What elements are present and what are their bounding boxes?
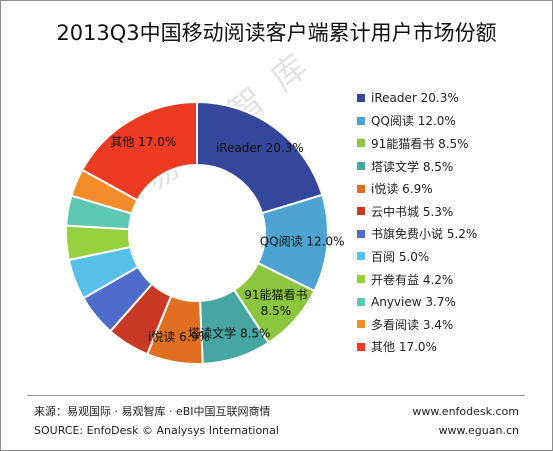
legend-label-1: QQ阅读 12.0% <box>371 114 456 129</box>
legend-label-8: 开卷有益 4.2% <box>371 272 454 287</box>
slice-label-1: QQ阅读 12.0% <box>260 235 345 249</box>
legend-label-2: 91能猫看书 8.5% <box>371 136 469 151</box>
legend-swatch-10 <box>357 320 365 329</box>
legend-label-11: 其他 17.0% <box>371 340 437 355</box>
legend-label-0: iReader 20.3% <box>371 91 459 106</box>
slice-label-4: i悦读 6.9% <box>148 330 210 344</box>
source-block: 来源：易观国际 · 易观智库 · eBI中国互联网商情 SOURCE: Enfo… <box>34 402 279 440</box>
legend-item-2: 91能猫看书 8.5% <box>357 132 477 155</box>
url-eguan: www.eguan.cn <box>438 424 519 437</box>
slice-label-11: 其他 17.0% <box>110 135 176 149</box>
url-block: www.enfodesk.com www.eguan.cn <box>412 402 519 440</box>
legend-swatch-7 <box>357 252 365 261</box>
legend: iReader 20.3% QQ阅读 12.0% 91能猫看书 8.5% 塔读文学 8… <box>357 87 477 358</box>
legend-swatch-4 <box>357 184 365 193</box>
chart-title: 2013Q3中国移动阅读客户端累计用户市场份额 <box>56 21 497 45</box>
legend-label-3: 塔读文学 8.5% <box>371 159 454 174</box>
legend-item-10: 多看阅读 3.4% <box>357 313 477 336</box>
legend-item-0: iReader 20.3% <box>357 87 477 110</box>
legend-swatch-3 <box>357 162 365 171</box>
url-enfodesk: www.enfodesk.com <box>412 405 519 418</box>
legend-item-7: 百阅 5.0% <box>357 245 477 268</box>
slice-label-3: 塔读文学 8.5% <box>188 325 270 340</box>
legend-swatch-6 <box>357 229 365 238</box>
slice-label-0: iReader 20.3% <box>216 141 304 155</box>
source-cn: 来源：易观国际 · 易观智库 · eBI中国互联网商情 <box>34 405 271 418</box>
legend-item-11: 其他 17.0% <box>357 336 477 359</box>
legend-swatch-0 <box>357 94 365 103</box>
legend-item-6: 书旗免费小说 5.2% <box>357 223 477 246</box>
legend-label-9: Anyview 3.7% <box>371 294 456 309</box>
source-en: SOURCE: EnfoDesk © Analysys Internationa… <box>34 424 279 437</box>
legend-item-4: i悦读 6.9% <box>357 177 477 200</box>
legend-item-9: Anyview 3.7% <box>357 290 477 313</box>
legend-item-1: QQ阅读 12.0% <box>357 110 477 133</box>
slice-label-2: 91能猫看书 8.5% <box>244 288 307 318</box>
legend-swatch-5 <box>357 207 365 216</box>
footer-divider <box>27 395 525 396</box>
legend-swatch-2 <box>357 139 365 148</box>
legend-swatch-8 <box>357 275 365 284</box>
legend-label-10: 多看阅读 3.4% <box>371 317 454 332</box>
legend-label-4: i悦读 6.9% <box>371 182 433 197</box>
donut-slice-0 <box>196 100 324 215</box>
legend-swatch-9 <box>357 297 365 306</box>
legend-item-5: 云中书城 5.3% <box>357 200 477 223</box>
legend-item-8: 开卷有益 4.2% <box>357 268 477 291</box>
legend-swatch-1 <box>357 116 365 125</box>
legend-label-6: 书旗免费小说 5.2% <box>371 227 478 242</box>
legend-label-7: 百阅 5.0% <box>371 249 430 264</box>
legend-label-5: 云中书城 5.3% <box>371 204 454 219</box>
legend-swatch-11 <box>357 342 365 351</box>
donut-slice-11 <box>80 100 198 202</box>
legend-item-3: 塔读文学 8.5% <box>357 155 477 178</box>
